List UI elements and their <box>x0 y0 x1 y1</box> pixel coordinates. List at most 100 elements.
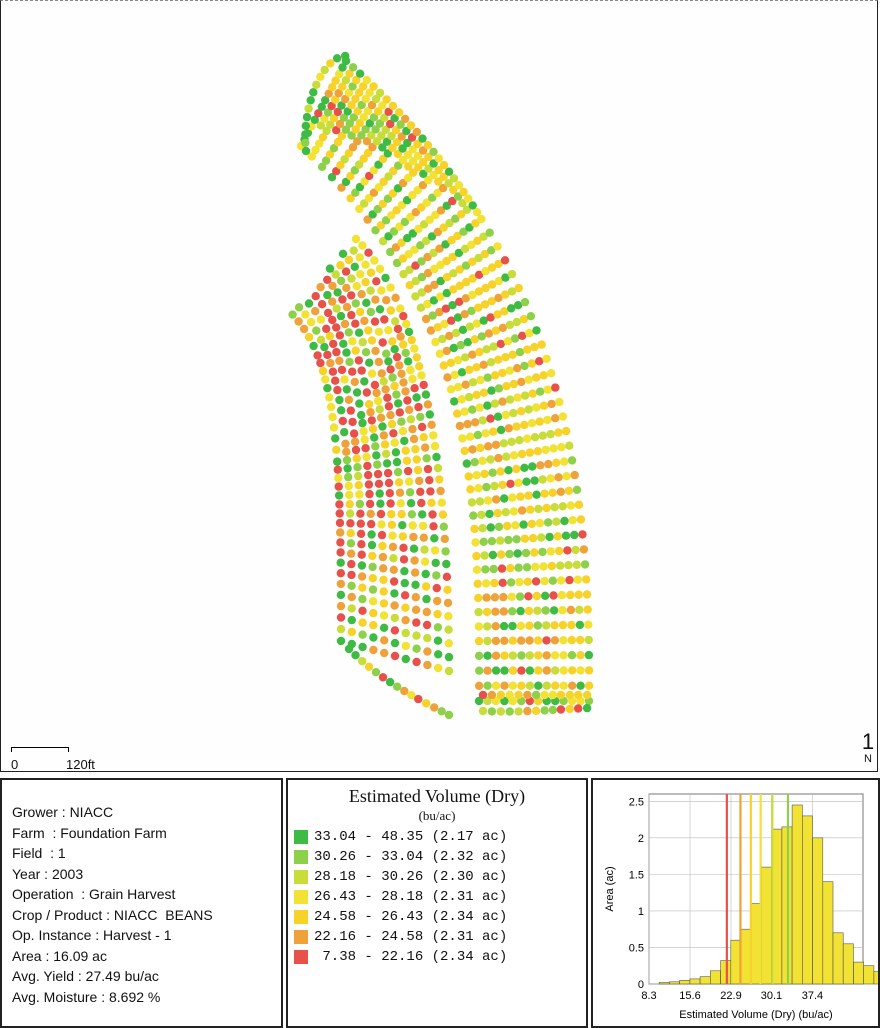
yield-point <box>425 215 434 224</box>
yield-point <box>496 425 506 435</box>
yield-point <box>571 545 580 555</box>
yield-point <box>468 378 478 387</box>
legend-range: 30.26 - 33.04 (2.32 ac) <box>314 849 508 865</box>
yield-point <box>448 196 457 206</box>
yield-point <box>437 707 446 716</box>
yield-point <box>541 606 550 615</box>
yield-point <box>501 273 510 282</box>
info-row-farm: Farm : Foundation Farm <box>12 824 167 841</box>
north-arrow-icon: 1 <box>861 729 875 754</box>
yield-point <box>406 415 416 424</box>
yield-point <box>415 362 424 371</box>
yield-point <box>546 369 556 378</box>
yield-point <box>346 406 355 415</box>
yield-point <box>423 464 433 474</box>
yield-point <box>352 75 361 85</box>
yield-point <box>358 594 367 604</box>
info-row-field: Field : 1 <box>12 845 66 861</box>
yield-point <box>390 601 399 610</box>
yield-point <box>508 666 518 675</box>
yield-point <box>481 565 490 574</box>
yield-point <box>301 130 310 139</box>
legend-range: 28.18 - 30.26 (2.30 ac) <box>314 869 508 885</box>
yield-point <box>317 300 327 309</box>
yield-point <box>453 355 463 365</box>
yield-point <box>386 410 395 420</box>
yield-point <box>353 463 362 472</box>
yield-point <box>304 104 313 113</box>
yield-point <box>338 416 347 426</box>
yield-point <box>512 422 521 431</box>
yield-point <box>441 240 450 249</box>
yield-point <box>523 434 532 443</box>
yield-point <box>372 137 382 146</box>
yield-point <box>299 324 309 334</box>
yield-point <box>460 244 470 253</box>
yield-point <box>416 487 425 496</box>
yield-point <box>475 347 484 357</box>
x-tick-label: 8.3 <box>641 990 656 1002</box>
yield-point <box>528 462 537 471</box>
yield-point <box>548 705 558 715</box>
yield-point <box>348 63 358 72</box>
yield-point <box>347 615 356 625</box>
yield-point <box>364 193 374 203</box>
yield-point <box>361 348 371 357</box>
yield-point <box>391 317 400 326</box>
yield-point <box>470 335 479 344</box>
yield-point <box>536 387 545 396</box>
yield-point <box>475 403 484 412</box>
yield-point <box>474 287 484 296</box>
yield-point <box>391 293 400 302</box>
yield-point <box>582 575 591 584</box>
yield-point <box>336 538 345 547</box>
yield-point <box>525 328 534 338</box>
yield-point <box>347 627 356 637</box>
yield-point <box>532 373 541 382</box>
field-info-list: Grower : NIACC Farm : Foundation Farm Fi… <box>12 802 213 1007</box>
yield-point <box>350 377 359 387</box>
yield-point <box>417 371 426 380</box>
yield-point <box>367 369 377 378</box>
yield-point <box>412 631 421 640</box>
yield-point <box>482 482 491 492</box>
legend-swatch <box>294 910 308 924</box>
yield-point <box>450 397 459 406</box>
yield-point <box>467 498 477 507</box>
yield-point <box>435 349 444 358</box>
yield-point <box>410 384 419 393</box>
yield-point <box>412 657 421 667</box>
yield-point <box>520 463 529 472</box>
yield-point <box>378 101 387 110</box>
yield-point <box>397 132 406 141</box>
yield-point <box>425 476 434 485</box>
yield-point <box>413 465 423 475</box>
yield-point <box>457 368 467 377</box>
yield-point <box>406 212 415 222</box>
histogram-panel: 0 0.5 1 1.5 2 2.5 8.3 15.6 22.9 30.1 37.4 Estimated… <box>591 778 880 1028</box>
yield-point <box>443 598 453 608</box>
yield-point <box>417 288 426 297</box>
yield-point <box>362 137 372 146</box>
yield-point <box>576 635 585 645</box>
yield-point <box>404 250 413 259</box>
yield-point <box>536 461 545 470</box>
yield-point <box>431 558 440 568</box>
yield-map[interactable] <box>1 1 879 773</box>
yield-point <box>480 249 490 259</box>
yield-point <box>406 499 416 508</box>
yield-point <box>363 461 372 471</box>
yield-point <box>294 303 304 312</box>
yield-point <box>490 578 499 588</box>
yield-point <box>396 304 405 313</box>
yield-point <box>388 189 398 198</box>
yield-point <box>499 621 509 631</box>
yield-point <box>399 340 408 349</box>
yield-point <box>499 607 508 616</box>
yield-point <box>487 690 497 700</box>
yield-point <box>392 138 402 147</box>
yield-point <box>526 505 535 514</box>
yield-point <box>542 354 551 363</box>
yield-point <box>444 625 453 634</box>
yield-point <box>416 303 426 312</box>
